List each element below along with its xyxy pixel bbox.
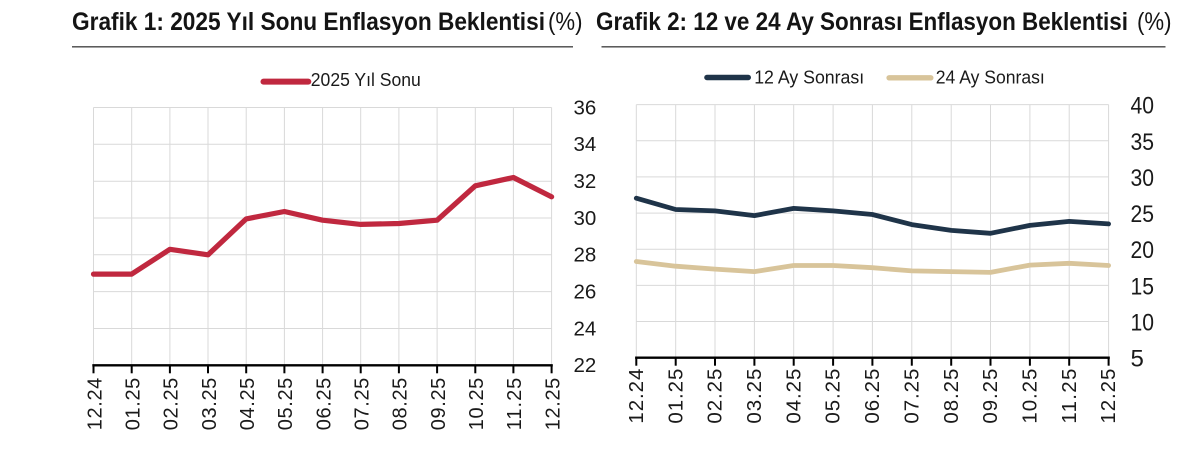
svg-text:03.25: 03.25 (743, 369, 766, 424)
svg-text:05.25: 05.25 (822, 369, 845, 424)
svg-text:05.25: 05.25 (275, 378, 297, 431)
svg-text:02.25: 02.25 (704, 369, 727, 424)
svg-text:11.25: 11.25 (1058, 369, 1081, 424)
svg-text:30: 30 (574, 207, 597, 230)
svg-text:09.25: 09.25 (428, 378, 450, 431)
svg-text:15: 15 (1131, 273, 1155, 300)
svg-text:24: 24 (574, 317, 597, 340)
svg-text:12 Ay Sonrası: 12 Ay Sonrası (754, 67, 864, 88)
svg-text:04.25: 04.25 (237, 378, 259, 431)
svg-text:07.25: 07.25 (900, 369, 923, 424)
svg-text:5: 5 (1131, 346, 1144, 373)
svg-text:36: 36 (574, 96, 597, 119)
svg-text:10.25: 10.25 (466, 378, 488, 431)
svg-text:34: 34 (574, 133, 597, 156)
svg-text:(%): (%) (1137, 8, 1172, 36)
svg-text:Grafik 1: 2025 Yıl Sonu Enflas: Grafik 1: 2025 Yıl Sonu Enflasyon Beklen… (72, 8, 545, 36)
svg-text:Grafik 2: 12 ve 24 Ay Sonrası: Grafik 2: 12 ve 24 Ay Sonrası Enflasyon … (596, 8, 1128, 36)
svg-text:08.25: 08.25 (940, 369, 963, 424)
svg-text:24 Ay Sonrası: 24 Ay Sonrası (936, 67, 1045, 88)
svg-text:04.25: 04.25 (782, 369, 805, 424)
svg-text:40: 40 (1131, 93, 1155, 120)
svg-text:22: 22 (574, 354, 597, 377)
svg-text:26: 26 (574, 281, 597, 304)
svg-text:10.25: 10.25 (1019, 369, 1042, 424)
svg-text:01.25: 01.25 (123, 378, 145, 431)
svg-text:12.24: 12.24 (84, 378, 106, 431)
svg-text:06.25: 06.25 (861, 369, 884, 424)
svg-text:2025 Yıl Sonu: 2025 Yıl Sonu (311, 69, 421, 90)
svg-text:28: 28 (574, 244, 597, 267)
svg-text:02.25: 02.25 (161, 378, 183, 431)
svg-text:32: 32 (574, 170, 597, 193)
svg-text:09.25: 09.25 (979, 369, 1002, 424)
svg-text:35: 35 (1131, 129, 1155, 156)
svg-text:06.25: 06.25 (313, 378, 335, 431)
svg-text:12.25: 12.25 (542, 378, 564, 431)
svg-text:07.25: 07.25 (352, 378, 374, 431)
svg-text:25: 25 (1131, 201, 1155, 228)
svg-text:12.24: 12.24 (625, 369, 648, 424)
svg-text:(%): (%) (548, 8, 583, 36)
svg-text:30: 30 (1131, 165, 1155, 192)
svg-text:01.25: 01.25 (664, 369, 687, 424)
svg-text:12.25: 12.25 (1097, 369, 1120, 424)
svg-text:03.25: 03.25 (199, 378, 221, 431)
svg-text:10: 10 (1131, 310, 1155, 337)
svg-text:20: 20 (1131, 237, 1155, 264)
svg-text:08.25: 08.25 (390, 378, 412, 431)
svg-text:11.25: 11.25 (504, 378, 526, 431)
